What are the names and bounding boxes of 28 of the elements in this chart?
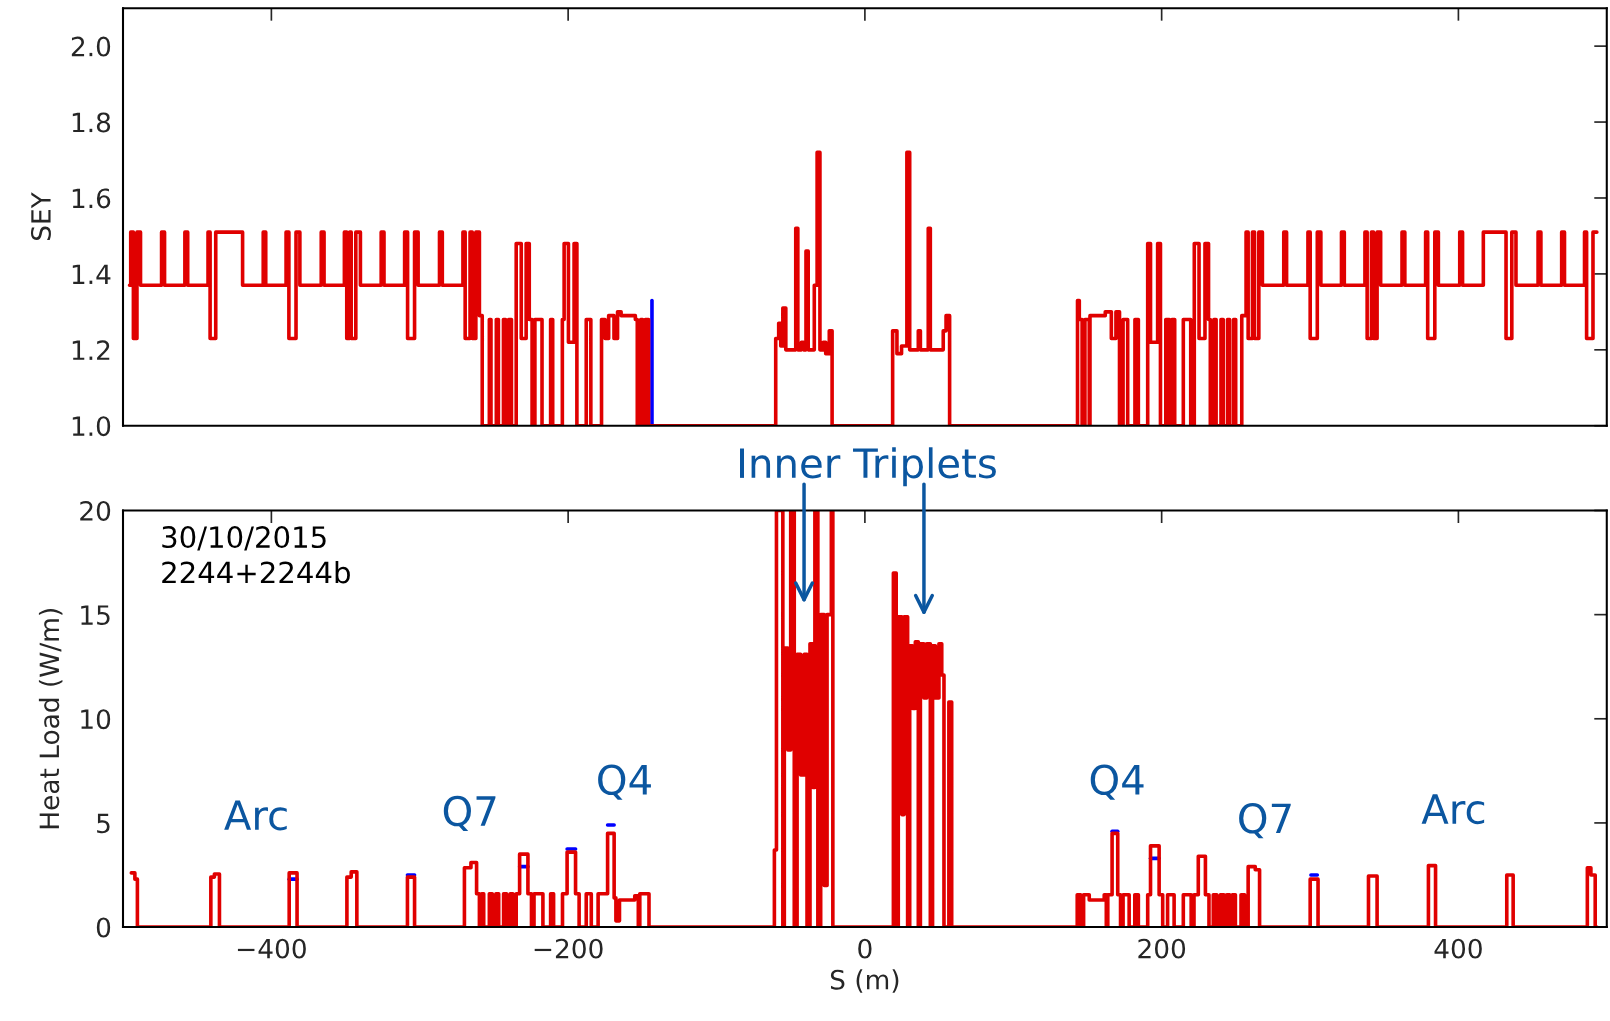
annotation: Q7: [1239, 803, 1291, 839]
annotation: 30/10/2015: [162, 526, 326, 551]
annotation: Q4: [1090, 764, 1144, 800]
y-tick-label: 2.0: [71, 36, 111, 57]
annotation: Arc: [1421, 794, 1485, 825]
x-tick-label: −200: [534, 938, 603, 959]
y-tick-label: 1.0: [72, 416, 111, 437]
y-tick-label: 20: [80, 500, 111, 521]
annotation: Q7: [443, 795, 496, 831]
y-tick-label: 5: [97, 813, 110, 834]
x-tick-label: −400: [237, 938, 306, 959]
annotation: 2244+2244b: [162, 560, 350, 584]
annotation: Q4: [598, 764, 651, 800]
x-axis-title: S (m): [830, 969, 899, 993]
y-tick-label: 1.6: [72, 188, 111, 209]
y-tick-label: 0: [96, 917, 111, 938]
y-axis-title: SEY: [30, 192, 51, 240]
y-tick-label: 1.8: [72, 112, 111, 133]
y-tick-label: 1.4: [72, 264, 111, 284]
x-tick-label: 0: [858, 938, 872, 959]
y-tick-label: 1.2: [72, 340, 110, 360]
y-tick-label: 10: [81, 709, 111, 730]
x-tick-label: 200: [1138, 938, 1186, 959]
annotation: Arc: [224, 800, 287, 831]
x-tick-label: 400: [1434, 938, 1482, 959]
y-axis-title: Heat Load (W/m): [38, 609, 63, 829]
text: Inner Triplets: [740, 447, 996, 487]
y-tick-label: 15: [81, 605, 110, 626]
